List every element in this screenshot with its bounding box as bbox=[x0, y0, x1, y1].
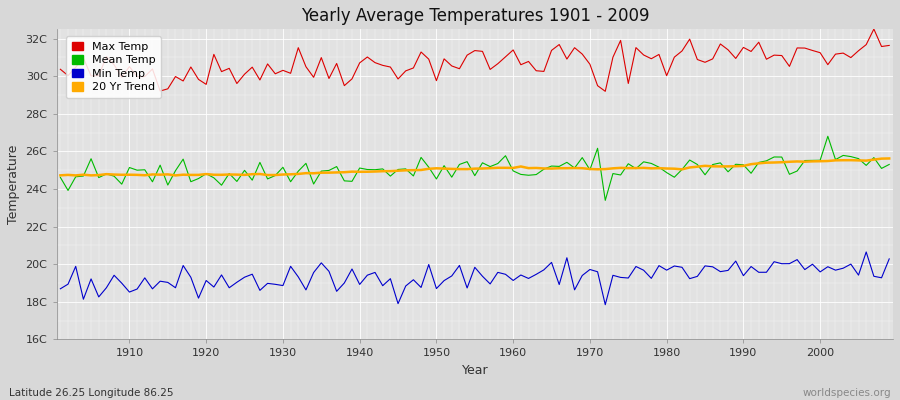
Y-axis label: Temperature: Temperature bbox=[7, 145, 20, 224]
Text: Latitude 26.25 Longitude 86.25: Latitude 26.25 Longitude 86.25 bbox=[9, 388, 174, 398]
Legend: Max Temp, Mean Temp, Min Temp, 20 Yr Trend: Max Temp, Mean Temp, Min Temp, 20 Yr Tre… bbox=[67, 36, 161, 98]
X-axis label: Year: Year bbox=[462, 364, 488, 377]
Title: Yearly Average Temperatures 1901 - 2009: Yearly Average Temperatures 1901 - 2009 bbox=[301, 7, 649, 25]
Text: worldspecies.org: worldspecies.org bbox=[803, 388, 891, 398]
